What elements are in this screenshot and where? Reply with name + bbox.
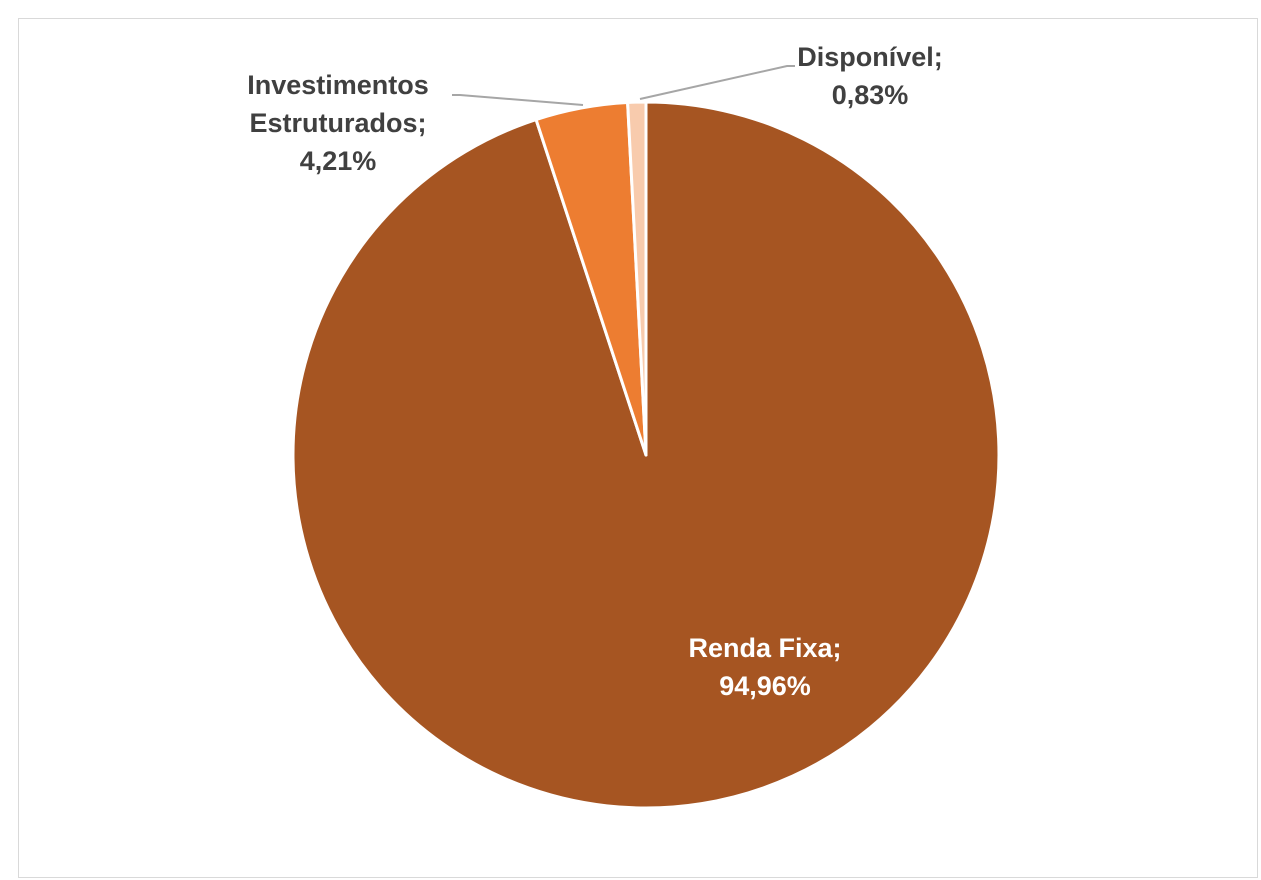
leader-line-dispon-vel — [639, 65, 795, 100]
data-label-line: 94,96% — [719, 671, 811, 701]
data-label-dispon-vel: Disponível; 0,83% — [797, 42, 943, 110]
data-label-line: Investimentos — [247, 70, 429, 100]
data-label-line: Disponível; — [797, 42, 943, 72]
data-label-line: 4,21% — [300, 146, 377, 176]
pie-slice-dispon-vel — [626, 100, 648, 457]
data-labels-layer: Renda Fixa; 94,96% Investimentos Estruturad… — [247, 42, 943, 701]
leader-lines-layer — [452, 65, 795, 106]
data-label-investimentos-estruturados: Investimentos Estruturados; 4,21% — [247, 70, 429, 176]
data-label-line: Renda Fixa; — [688, 633, 841, 663]
slices-layer — [291, 100, 1001, 810]
data-label-line: Estruturados; — [249, 108, 426, 138]
leader-line-investimentos-estruturados — [452, 94, 584, 106]
data-label-line: 0,83% — [832, 80, 909, 110]
data-label-renda-fixa: Renda Fixa; 94,96% — [688, 633, 841, 701]
